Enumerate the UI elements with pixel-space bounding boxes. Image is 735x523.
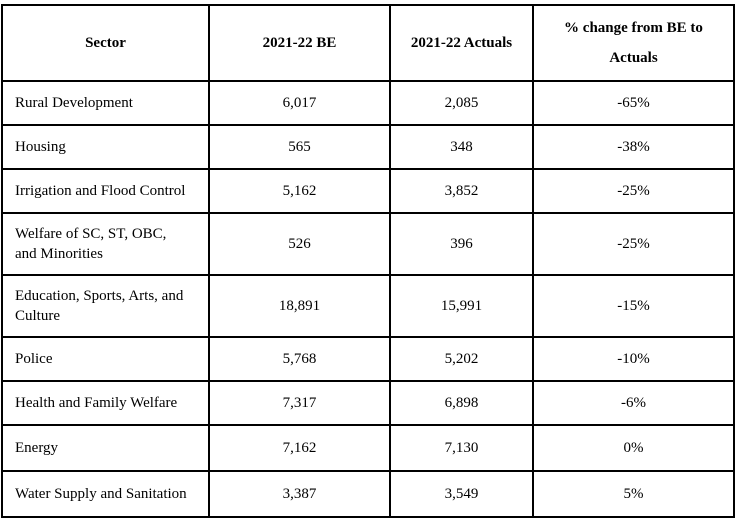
sector-cell: Police xyxy=(1,336,210,382)
change-value-cell: -6% xyxy=(532,380,735,426)
table-row: Health and Family Welfare 7,317 6,898 -6… xyxy=(1,380,735,426)
actuals-value-cell: 3,852 xyxy=(389,168,534,214)
table-row: Police 5,768 5,202 -10% xyxy=(1,336,735,382)
change-value-cell: 0% xyxy=(532,424,735,472)
table-row: Rural Development 6,017 2,085 -65% xyxy=(1,80,735,126)
column-header-actuals: 2021-22 Actuals xyxy=(389,4,534,82)
change-value-cell: -15% xyxy=(532,274,735,338)
sector-budget-table: Sector 2021-22 BE 2021-22 Actuals % chan… xyxy=(1,4,735,518)
column-header-be: 2021-22 BE xyxy=(208,4,391,82)
actuals-value-cell: 6,898 xyxy=(389,380,534,426)
actuals-value-cell: 15,991 xyxy=(389,274,534,338)
be-value-cell: 7,317 xyxy=(208,380,391,426)
be-value-cell: 5,162 xyxy=(208,168,391,214)
sector-cell: Energy xyxy=(1,424,210,472)
sector-cell: Rural Development xyxy=(1,80,210,126)
be-value-cell: 6,017 xyxy=(208,80,391,126)
change-value-cell: -65% xyxy=(532,80,735,126)
table-row: Housing 565 348 -38% xyxy=(1,124,735,170)
be-value-cell: 526 xyxy=(208,212,391,276)
table-header-row: Sector 2021-22 BE 2021-22 Actuals % chan… xyxy=(1,4,735,82)
actuals-value-cell: 7,130 xyxy=(389,424,534,472)
change-value-cell: -25% xyxy=(532,212,735,276)
actuals-value-cell: 2,085 xyxy=(389,80,534,126)
actuals-value-cell: 5,202 xyxy=(389,336,534,382)
table-row: Irrigation and Flood Control 5,162 3,852… xyxy=(1,168,735,214)
sector-cell: Health and Family Welfare xyxy=(1,380,210,426)
change-value-cell: -25% xyxy=(532,168,735,214)
change-value-cell: -10% xyxy=(532,336,735,382)
be-value-cell: 18,891 xyxy=(208,274,391,338)
table-row: Education, Sports, Arts, and Culture 18,… xyxy=(1,274,735,338)
sector-cell: Housing xyxy=(1,124,210,170)
actuals-value-cell: 3,549 xyxy=(389,470,534,518)
column-header-change: % change from BE to Actuals xyxy=(532,4,735,82)
table-row: Welfare of SC, ST, OBC, and Minorities 5… xyxy=(1,212,735,276)
be-value-cell: 5,768 xyxy=(208,336,391,382)
change-value-cell: -38% xyxy=(532,124,735,170)
table-row: Water Supply and Sanitation 3,387 3,549 … xyxy=(1,470,735,518)
sector-cell: Water Supply and Sanitation xyxy=(1,470,210,518)
change-value-cell: 5% xyxy=(532,470,735,518)
be-value-cell: 7,162 xyxy=(208,424,391,472)
column-header-sector: Sector xyxy=(1,4,210,82)
be-value-cell: 565 xyxy=(208,124,391,170)
sector-cell: Education, Sports, Arts, and Culture xyxy=(1,274,210,338)
be-value-cell: 3,387 xyxy=(208,470,391,518)
actuals-value-cell: 396 xyxy=(389,212,534,276)
sector-cell: Irrigation and Flood Control xyxy=(1,168,210,214)
table-row: Energy 7,162 7,130 0% xyxy=(1,424,735,472)
sector-cell: Welfare of SC, ST, OBC, and Minorities xyxy=(1,212,210,276)
actuals-value-cell: 348 xyxy=(389,124,534,170)
